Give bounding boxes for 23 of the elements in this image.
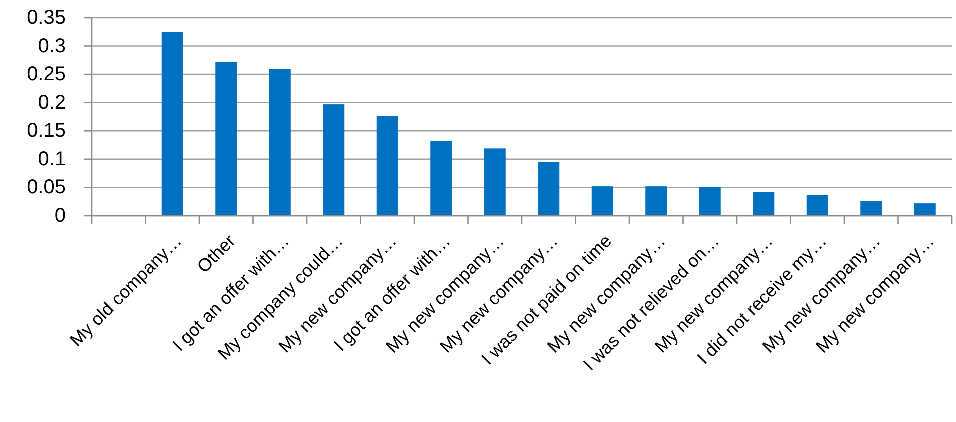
- bar: [323, 104, 345, 216]
- bar: [430, 141, 452, 216]
- y-tick-label: 0.15: [27, 120, 66, 142]
- y-tick-label: 0.2: [38, 92, 66, 114]
- bar: [216, 62, 238, 216]
- bar: [269, 69, 291, 216]
- y-tick-label: 0.05: [27, 176, 66, 199]
- y-tick-label: 0.3: [38, 35, 66, 58]
- y-tick-label: 0.1: [38, 148, 66, 170]
- y-tick-label: 0.35: [27, 7, 66, 29]
- bar: [860, 201, 882, 216]
- bar: [376, 116, 398, 216]
- bar: [162, 32, 184, 216]
- y-tick-label: 0: [54, 205, 66, 227]
- bar: [753, 192, 775, 216]
- bar: [484, 148, 506, 216]
- bar: [646, 186, 668, 216]
- bar: [538, 162, 560, 216]
- y-tick-label: 0.25: [27, 64, 66, 86]
- bar: [914, 204, 936, 216]
- bar: [592, 186, 614, 216]
- bar: [699, 187, 721, 216]
- bar: [806, 195, 828, 216]
